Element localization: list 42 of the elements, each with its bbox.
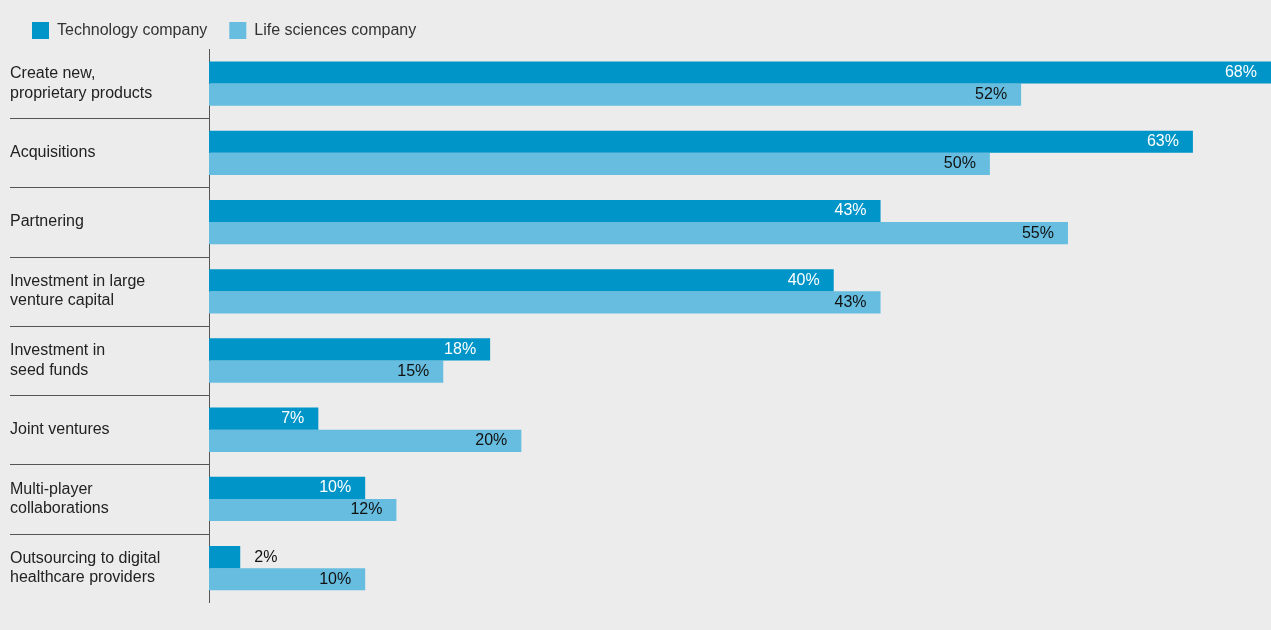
bar — [209, 429, 522, 452]
y-tick-label: Investment in large venture capital — [10, 272, 146, 309]
data-label: 12% — [350, 500, 383, 518]
bar — [209, 61, 1271, 84]
bar — [209, 291, 881, 314]
data-label: 63% — [1146, 132, 1179, 150]
data-label: 55% — [1021, 223, 1054, 241]
data-label: 52% — [975, 85, 1008, 103]
data-label: 10% — [319, 569, 352, 587]
bar — [209, 199, 881, 223]
data-label: 50% — [943, 154, 976, 172]
data-label: 10% — [319, 478, 352, 496]
bar — [209, 269, 834, 292]
data-label: 18% — [444, 339, 477, 357]
data-label: 15% — [397, 361, 430, 379]
y-tick-label: Acquisitions — [10, 143, 96, 161]
y-tick-label: Joint ventures — [10, 420, 110, 438]
data-label: 7% — [281, 409, 305, 427]
bar — [209, 407, 319, 430]
bar — [209, 130, 1193, 153]
data-label: 68% — [1224, 62, 1257, 80]
bar — [209, 338, 491, 361]
bar — [209, 360, 444, 383]
data-label: 43% — [834, 201, 867, 219]
bar — [209, 498, 397, 522]
legend-label: Technology company — [57, 20, 208, 38]
data-label: 20% — [475, 431, 508, 449]
bar — [209, 568, 366, 591]
y-tick-label: Multi-player collaborations — [10, 479, 109, 516]
bar — [209, 83, 1022, 106]
bar — [209, 476, 366, 499]
legend-label: Life sciences company — [254, 20, 417, 38]
y-tick-label: Partnering — [10, 212, 84, 230]
bar — [209, 152, 990, 175]
y-tick-label: Outsourcing to digital healthcare providers — [10, 548, 161, 586]
data-label: 43% — [834, 292, 867, 310]
data-label: 2% — [254, 547, 278, 565]
y-tick-label: Investment in seed funds — [10, 341, 106, 378]
bar — [209, 222, 1068, 245]
bar — [209, 546, 241, 569]
y-tick-label: Create new, proprietary products — [10, 64, 153, 101]
data-label: 40% — [787, 270, 820, 288]
